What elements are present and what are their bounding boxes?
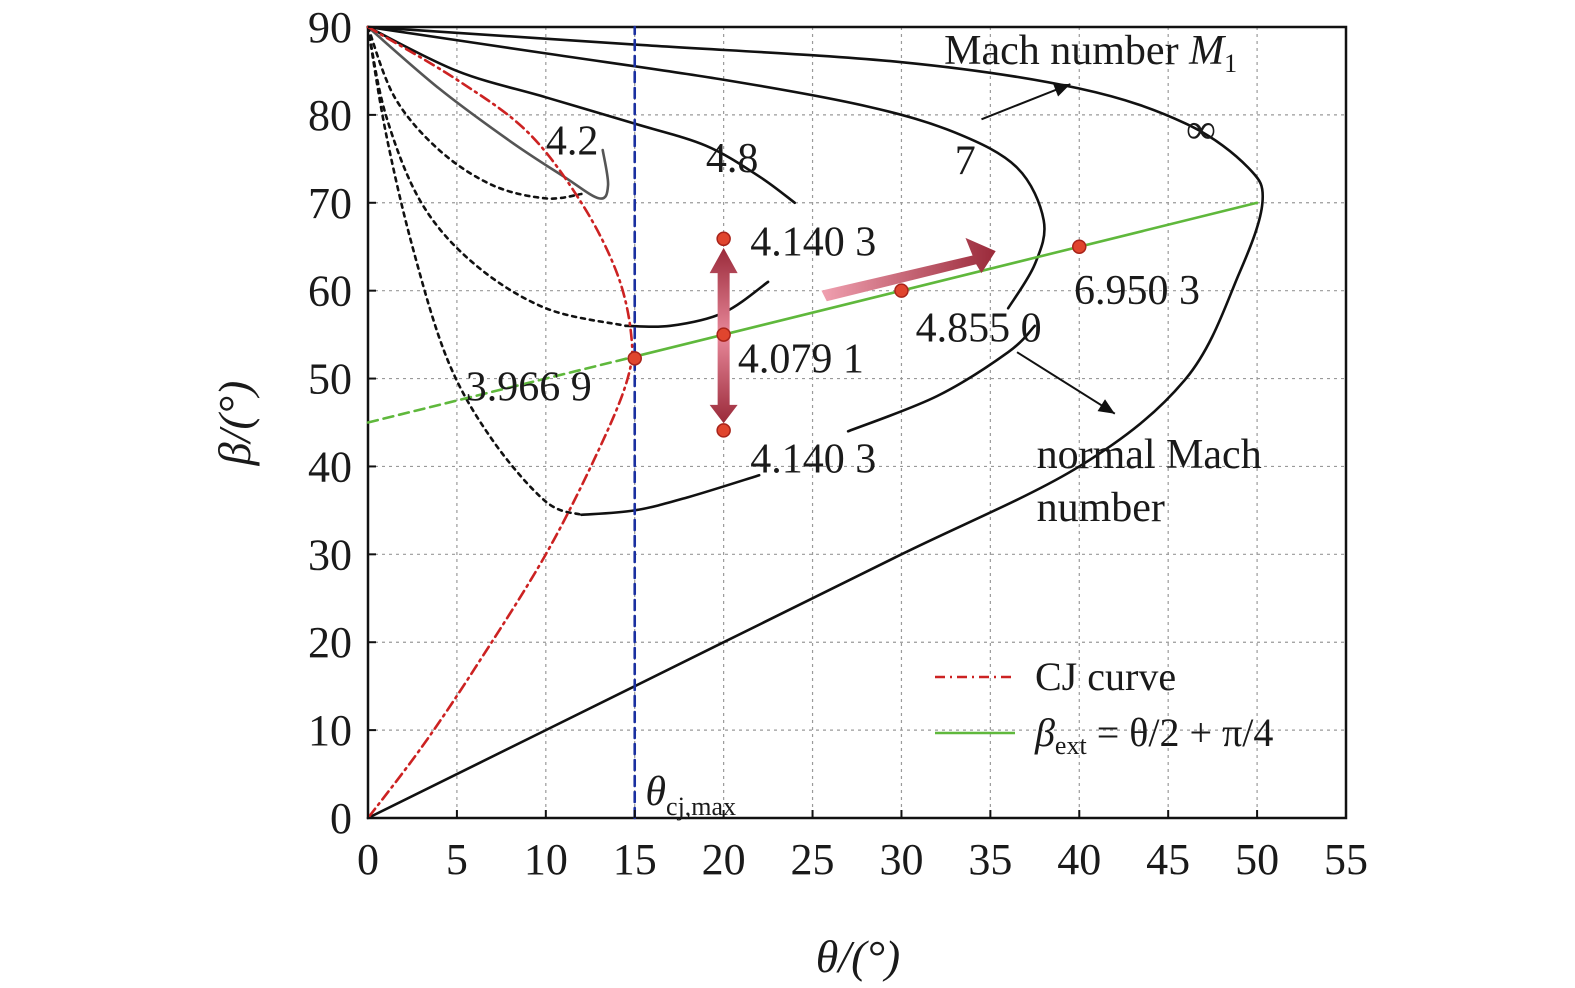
y-tick-label: 70 <box>308 179 352 228</box>
curve-label: 4.8 <box>706 136 759 182</box>
grid-lines <box>368 27 1346 818</box>
series-ext-line-solid <box>633 201 1259 358</box>
curve-label: 4.855 0 <box>916 306 1042 352</box>
data-point <box>1072 239 1087 254</box>
x-tick-label: 25 <box>791 835 835 884</box>
x-tick-labels: 0 5 10 15 20 25 30 35 40 45 50 55 <box>357 810 1368 884</box>
series-4-140-3-lower-dotted <box>366 25 583 517</box>
x-tick-label: 35 <box>968 835 1012 884</box>
curve-annotations: 4.2 4.8 7 ∞ 4.140 3 4.079 1 4.140 3 3.966 9 4.85… <box>466 28 1262 821</box>
series-4-140-3-lower <box>580 473 761 517</box>
y-tick-label: 50 <box>308 355 352 404</box>
legend: CJ curve βext = θ/2 + π/4 <box>935 654 1273 760</box>
x-tick-label: 5 <box>446 835 468 884</box>
series-4-140-3-upper <box>624 280 770 329</box>
series-4-2-weak-dotted <box>366 25 583 200</box>
series-4-855-0-bottom <box>846 324 1037 433</box>
data-point <box>894 283 909 298</box>
curve-label: 4.079 1 <box>738 336 864 382</box>
series-7 <box>366 25 1046 310</box>
x-tick-label: 50 <box>1235 835 1279 884</box>
trend-arrow <box>821 237 996 302</box>
curve-label: 7 <box>955 139 976 185</box>
curve-label: Mach number M1 <box>944 28 1237 78</box>
theta-cj-max-label: θcj,max <box>645 769 736 821</box>
series-4-8 <box>366 25 797 205</box>
y-tick-label: 90 <box>308 3 352 52</box>
series-curve <box>366 25 1265 820</box>
series-cj-curve <box>366 25 634 820</box>
x-tick-label: 20 <box>702 835 746 884</box>
curve-label: 4.140 3 <box>750 437 876 483</box>
data-point <box>716 231 731 247</box>
x-tick-label: 45 <box>1146 835 1190 884</box>
series-4-2 <box>366 25 610 200</box>
y-tick-label: 0 <box>330 794 352 843</box>
series-ext-line-dashed <box>366 355 637 424</box>
y-tick-label: 80 <box>308 91 352 140</box>
y-tick-label: 60 <box>308 267 352 316</box>
normal-mach-pointer-head <box>1097 399 1115 414</box>
legend-label-beta-ext: βext = θ/2 + π/4 <box>1034 710 1273 760</box>
curve-label: 6.950 3 <box>1074 268 1200 314</box>
y-tick-label: 40 <box>308 442 352 491</box>
curve-label: normal Mach <box>1037 432 1262 478</box>
y-tick-label: 10 <box>308 706 352 755</box>
curve-label: 4.2 <box>546 118 599 164</box>
y-tick-label: 30 <box>308 530 352 579</box>
data-point <box>716 423 731 438</box>
data-point <box>716 327 731 342</box>
curve-label: number <box>1037 485 1165 531</box>
data-point <box>627 351 642 366</box>
x-axis-label: θ/(°) <box>816 931 900 982</box>
x-tick-label: 15 <box>613 835 657 884</box>
normal-mach-pointer <box>1016 351 1116 415</box>
curve-label: 4.140 3 <box>750 220 876 266</box>
curve-label: ∞ <box>1186 107 1216 153</box>
y-axis-label: β/(°) <box>209 381 260 467</box>
legend-label-cj: CJ curve <box>1035 654 1176 699</box>
x-tick-label: 55 <box>1324 835 1368 884</box>
x-tick-label: 40 <box>1057 835 1101 884</box>
x-tick-label: 30 <box>879 835 923 884</box>
data-points <box>627 231 1087 438</box>
x-tick-label: 0 <box>357 835 379 884</box>
curve-label: 3.966 9 <box>466 365 592 411</box>
x-tick-label: 10 <box>524 835 568 884</box>
series-4-140-3-upper-dotted <box>366 25 628 328</box>
curves-group <box>366 25 1265 820</box>
mach-number-pointer-head <box>1052 83 1071 97</box>
y-tick-labels: 0 10 20 30 40 50 60 70 80 90 <box>308 3 376 843</box>
y-tick-label: 20 <box>308 618 352 667</box>
